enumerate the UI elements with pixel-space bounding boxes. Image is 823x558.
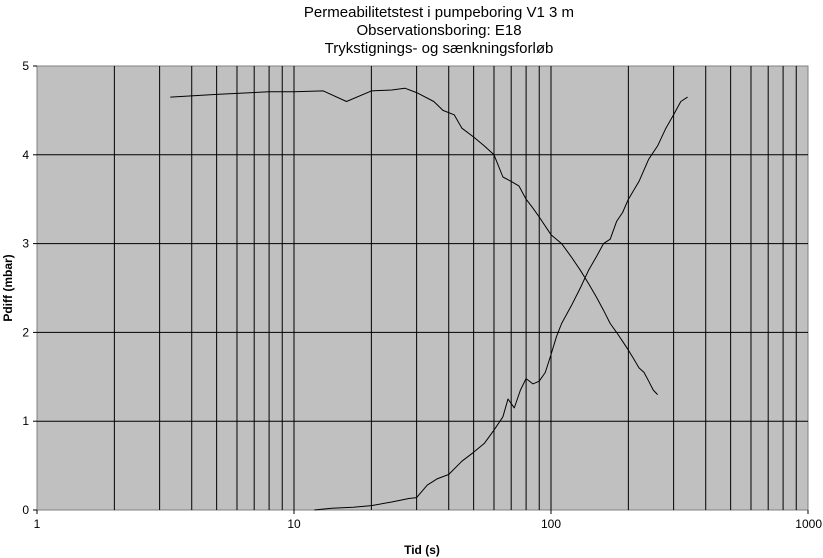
series-layer [170,87,688,511]
vertical-gridlines [113,66,797,510]
y-tick-label: 3 [22,237,29,251]
x-tick-label: 10 [287,517,301,531]
chart-title-line-3: Trykstignings- og sænkningsforløb [325,40,554,57]
plot-area [36,65,809,511]
x-tick-label: 100 [541,517,561,531]
y-tick-label: 0 [22,503,29,517]
chart-title-line-2: Observationsboring: E18 [356,22,521,39]
series-line-1 [170,87,658,395]
y-axis-label: Pdiff (mbar) [1,254,15,321]
y-tick-label: 5 [22,59,29,73]
y-axis-ticks: 0 1 2 3 4 5 [22,59,37,517]
chart-title-line-1: Permeabilitetstest i pumpeboring V1 3 m [304,4,574,21]
y-tick-label: 1 [22,414,29,428]
x-axis-ticks: 1 10 100 1000 [34,510,822,531]
horizontal-gridlines [37,154,808,422]
x-tick-label: 1000 [795,517,822,531]
series-line-2 [314,96,688,511]
x-axis-label: Tid (s) [404,543,440,557]
x-tick-label: 1 [34,517,41,531]
y-tick-label: 4 [22,148,29,162]
y-tick-label: 2 [22,325,29,339]
